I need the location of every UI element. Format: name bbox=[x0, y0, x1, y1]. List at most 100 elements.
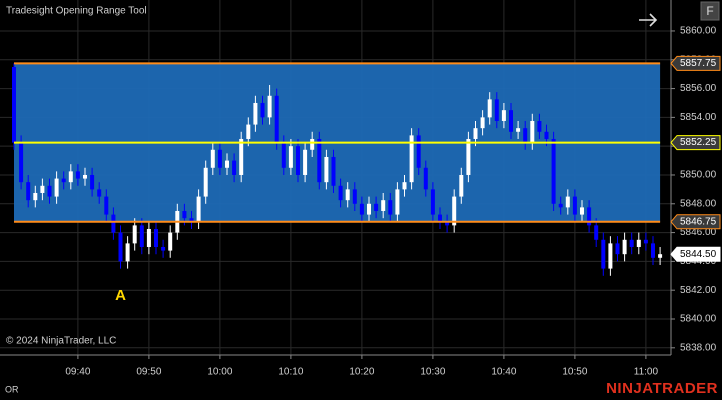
level-label: 5846.75 bbox=[680, 216, 717, 227]
candle-body bbox=[629, 239, 634, 247]
candle-body bbox=[516, 128, 521, 132]
y-tick-label: 5848.00 bbox=[680, 198, 717, 209]
candle-body bbox=[480, 117, 485, 129]
arrow-icon bbox=[639, 13, 658, 27]
candle-body bbox=[210, 149, 215, 168]
candle-body bbox=[83, 174, 87, 179]
level-label-bg bbox=[670, 55, 721, 71]
candle-body bbox=[643, 239, 648, 244]
x-tick-label: 10:20 bbox=[349, 367, 374, 378]
x-tick-label: 10:30 bbox=[420, 367, 445, 378]
candle-body bbox=[572, 196, 577, 215]
plot: A bbox=[12, 62, 663, 304]
candle-body bbox=[54, 178, 59, 197]
x-tick-label: 09:40 bbox=[65, 367, 90, 378]
candle-body bbox=[132, 225, 137, 244]
candle-body bbox=[359, 203, 364, 215]
candle-body bbox=[473, 128, 478, 139]
candle-body bbox=[303, 149, 308, 175]
level-label-bg bbox=[670, 214, 721, 230]
x-tick-label: 09:50 bbox=[136, 367, 161, 378]
level-label-bg bbox=[670, 135, 721, 151]
candle-body bbox=[381, 200, 386, 211]
x-tick-label: 10:50 bbox=[562, 367, 587, 378]
f-button[interactable] bbox=[700, 1, 720, 21]
candle-body bbox=[601, 239, 606, 269]
candle-body bbox=[189, 218, 194, 222]
candle-body bbox=[615, 243, 620, 255]
candle-body bbox=[253, 102, 258, 125]
footer-label: OR bbox=[5, 384, 19, 394]
candle-body bbox=[509, 110, 513, 132]
candle-body bbox=[111, 214, 116, 233]
level-label: 5857.75 bbox=[680, 58, 717, 69]
candle-body bbox=[338, 185, 343, 201]
candle-body bbox=[260, 102, 265, 118]
candle-body bbox=[225, 160, 229, 168]
arrow-button[interactable] bbox=[639, 13, 658, 27]
candle-body bbox=[551, 138, 556, 204]
candle-body bbox=[608, 243, 613, 269]
logo: NINJATRADER bbox=[606, 380, 718, 397]
candle-body bbox=[352, 189, 357, 204]
level-label: 5852.25 bbox=[680, 137, 717, 148]
candle-body bbox=[317, 138, 322, 183]
candle-body bbox=[494, 99, 499, 121]
candle-body bbox=[196, 196, 201, 222]
candle-body bbox=[388, 200, 393, 215]
candle-body bbox=[331, 156, 336, 186]
candle-body bbox=[154, 228, 158, 247]
candle-body bbox=[246, 124, 251, 139]
candle-body bbox=[33, 192, 38, 201]
candle-body bbox=[161, 246, 166, 251]
candle-body bbox=[416, 135, 421, 168]
candle-body bbox=[324, 156, 329, 183]
candle-body bbox=[12, 66, 16, 143]
candle-body bbox=[565, 196, 570, 208]
candle-body bbox=[466, 138, 471, 175]
candle-body bbox=[558, 203, 563, 208]
y-tick-label: 5850.00 bbox=[680, 170, 717, 181]
candle-body bbox=[274, 95, 279, 143]
candle-body bbox=[75, 171, 80, 179]
candle-body bbox=[281, 142, 286, 168]
candle-body bbox=[452, 196, 457, 226]
candle-body bbox=[587, 207, 592, 226]
candle-body bbox=[47, 185, 52, 197]
candle-body bbox=[395, 189, 400, 215]
candle-body bbox=[146, 228, 151, 247]
chart-title: Tradesight Opening Range Tool bbox=[6, 6, 147, 17]
y-tick-label: 5838.00 bbox=[680, 342, 717, 353]
candle-body bbox=[544, 131, 549, 139]
candle-body bbox=[19, 142, 24, 183]
y-tick-label: 5854.00 bbox=[680, 112, 717, 123]
annotation: A bbox=[115, 287, 126, 304]
candle-body bbox=[622, 239, 627, 255]
candle-body bbox=[139, 225, 144, 247]
x-tick-label: 10:00 bbox=[207, 367, 232, 378]
candle-body bbox=[487, 99, 492, 118]
candle-body bbox=[523, 128, 528, 143]
candle-body bbox=[239, 138, 244, 175]
y-tick-label: 5856.00 bbox=[680, 83, 717, 94]
candle-body bbox=[345, 189, 350, 201]
candle-body bbox=[68, 171, 73, 183]
candle-body bbox=[104, 196, 109, 215]
candle-body bbox=[459, 174, 464, 197]
candle-body bbox=[97, 189, 102, 197]
candle-body bbox=[182, 210, 187, 219]
candle-body bbox=[168, 232, 173, 251]
candle-body bbox=[501, 110, 506, 121]
candle-body bbox=[445, 221, 450, 226]
candle-body bbox=[40, 185, 45, 193]
candle-body bbox=[118, 232, 123, 262]
y-tick-label: 5860.00 bbox=[680, 26, 717, 37]
candle-body bbox=[651, 243, 655, 258]
candle-body bbox=[636, 239, 641, 247]
y-tick-label: 5846.00 bbox=[680, 227, 717, 238]
copyright: © 2024 NinjaTrader, LLC bbox=[6, 336, 116, 347]
x-tick-label: 10:10 bbox=[278, 367, 303, 378]
candle-body bbox=[580, 207, 584, 215]
candle-body bbox=[537, 120, 542, 132]
